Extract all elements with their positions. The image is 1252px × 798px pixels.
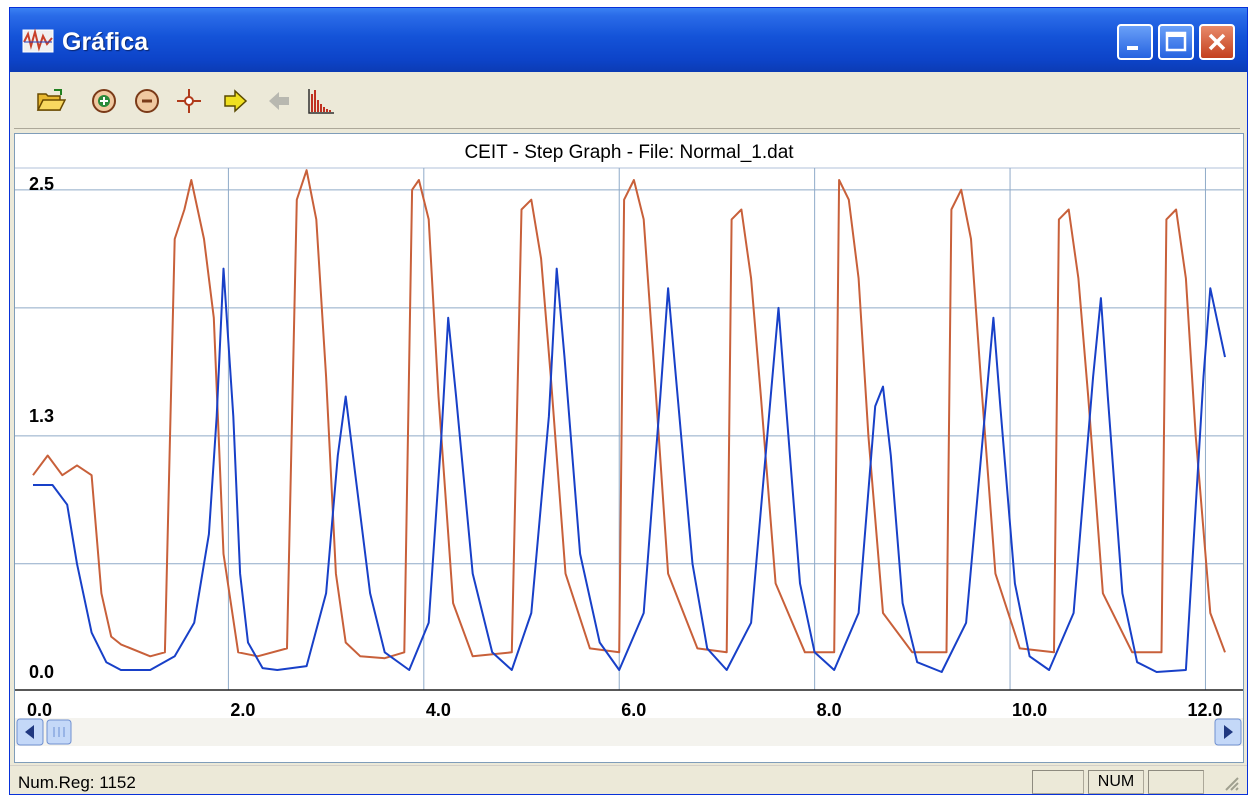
x-tick-label: 4.0 (426, 700, 451, 720)
zoom-in-icon (92, 89, 116, 113)
close-button[interactable] (1199, 24, 1235, 60)
status-panel-empty-2 (1148, 770, 1204, 794)
chart-title: CEIT - Step Graph - File: Normal_1.dat (464, 142, 794, 163)
title-bar[interactable]: Gráfica (10, 8, 1247, 72)
status-bar: Num.Reg: 1152 NUM (10, 765, 1247, 794)
zoom-out-button[interactable] (132, 86, 162, 116)
y-tick-label: 1.3 (29, 406, 54, 426)
histogram-button[interactable] (306, 86, 336, 116)
zoom-in-button[interactable] (89, 86, 119, 116)
crosshair-button[interactable] (174, 86, 204, 116)
zoom-out-icon (135, 89, 159, 113)
minimize-icon (1127, 46, 1138, 50)
graph-window: Gráfica (9, 7, 1248, 795)
forward-button[interactable] (220, 86, 250, 116)
series-line-blue (33, 267, 1226, 673)
x-tick-label: 6.0 (621, 700, 646, 720)
close-icon (1208, 33, 1226, 51)
x-tick-label: 0.0 (27, 700, 52, 720)
maximize-icon (1165, 31, 1187, 52)
maximize-button[interactable] (1158, 24, 1194, 60)
open-folder-icon (36, 89, 66, 111)
step-graph-chart: CEIT - Step Graph - File: Normal_1.dat 0.… (15, 142, 1243, 746)
histogram-icon (308, 89, 334, 114)
y-tick-label: 0.0 (29, 662, 54, 682)
back-arrow-icon (269, 92, 289, 110)
chevron-left-icon (25, 725, 34, 739)
series-line-orange (32, 169, 1226, 660)
x-tick-label: 8.0 (817, 700, 842, 720)
scroll-grip-icon (53, 727, 65, 737)
status-panel-empty-1 (1032, 770, 1084, 794)
x-tick-label: 12.0 (1187, 700, 1222, 720)
graph-app-icon (22, 28, 54, 53)
resize-grip-icon[interactable] (1222, 774, 1240, 792)
graph-area[interactable]: CEIT - Step Graph - File: Normal_1.dat 0.… (14, 133, 1244, 763)
x-tick-label: 10.0 (1012, 700, 1047, 720)
horizontal-scrollbar[interactable] (15, 718, 1243, 746)
window-title: Gráfica (62, 28, 149, 56)
y-tick-label: 2.5 (29, 174, 54, 194)
status-num-reg: Num.Reg: 1152 (18, 773, 136, 792)
forward-arrow-icon (224, 89, 248, 113)
back-button[interactable] (264, 86, 294, 116)
x-tick-label: 2.0 (230, 700, 255, 720)
minimize-button[interactable] (1117, 24, 1153, 60)
open-button[interactable] (36, 86, 66, 116)
chevron-right-icon (1224, 725, 1233, 739)
crosshair-icon (177, 89, 201, 113)
status-num-indicator: NUM (1088, 770, 1144, 794)
toolbar (14, 76, 1240, 129)
